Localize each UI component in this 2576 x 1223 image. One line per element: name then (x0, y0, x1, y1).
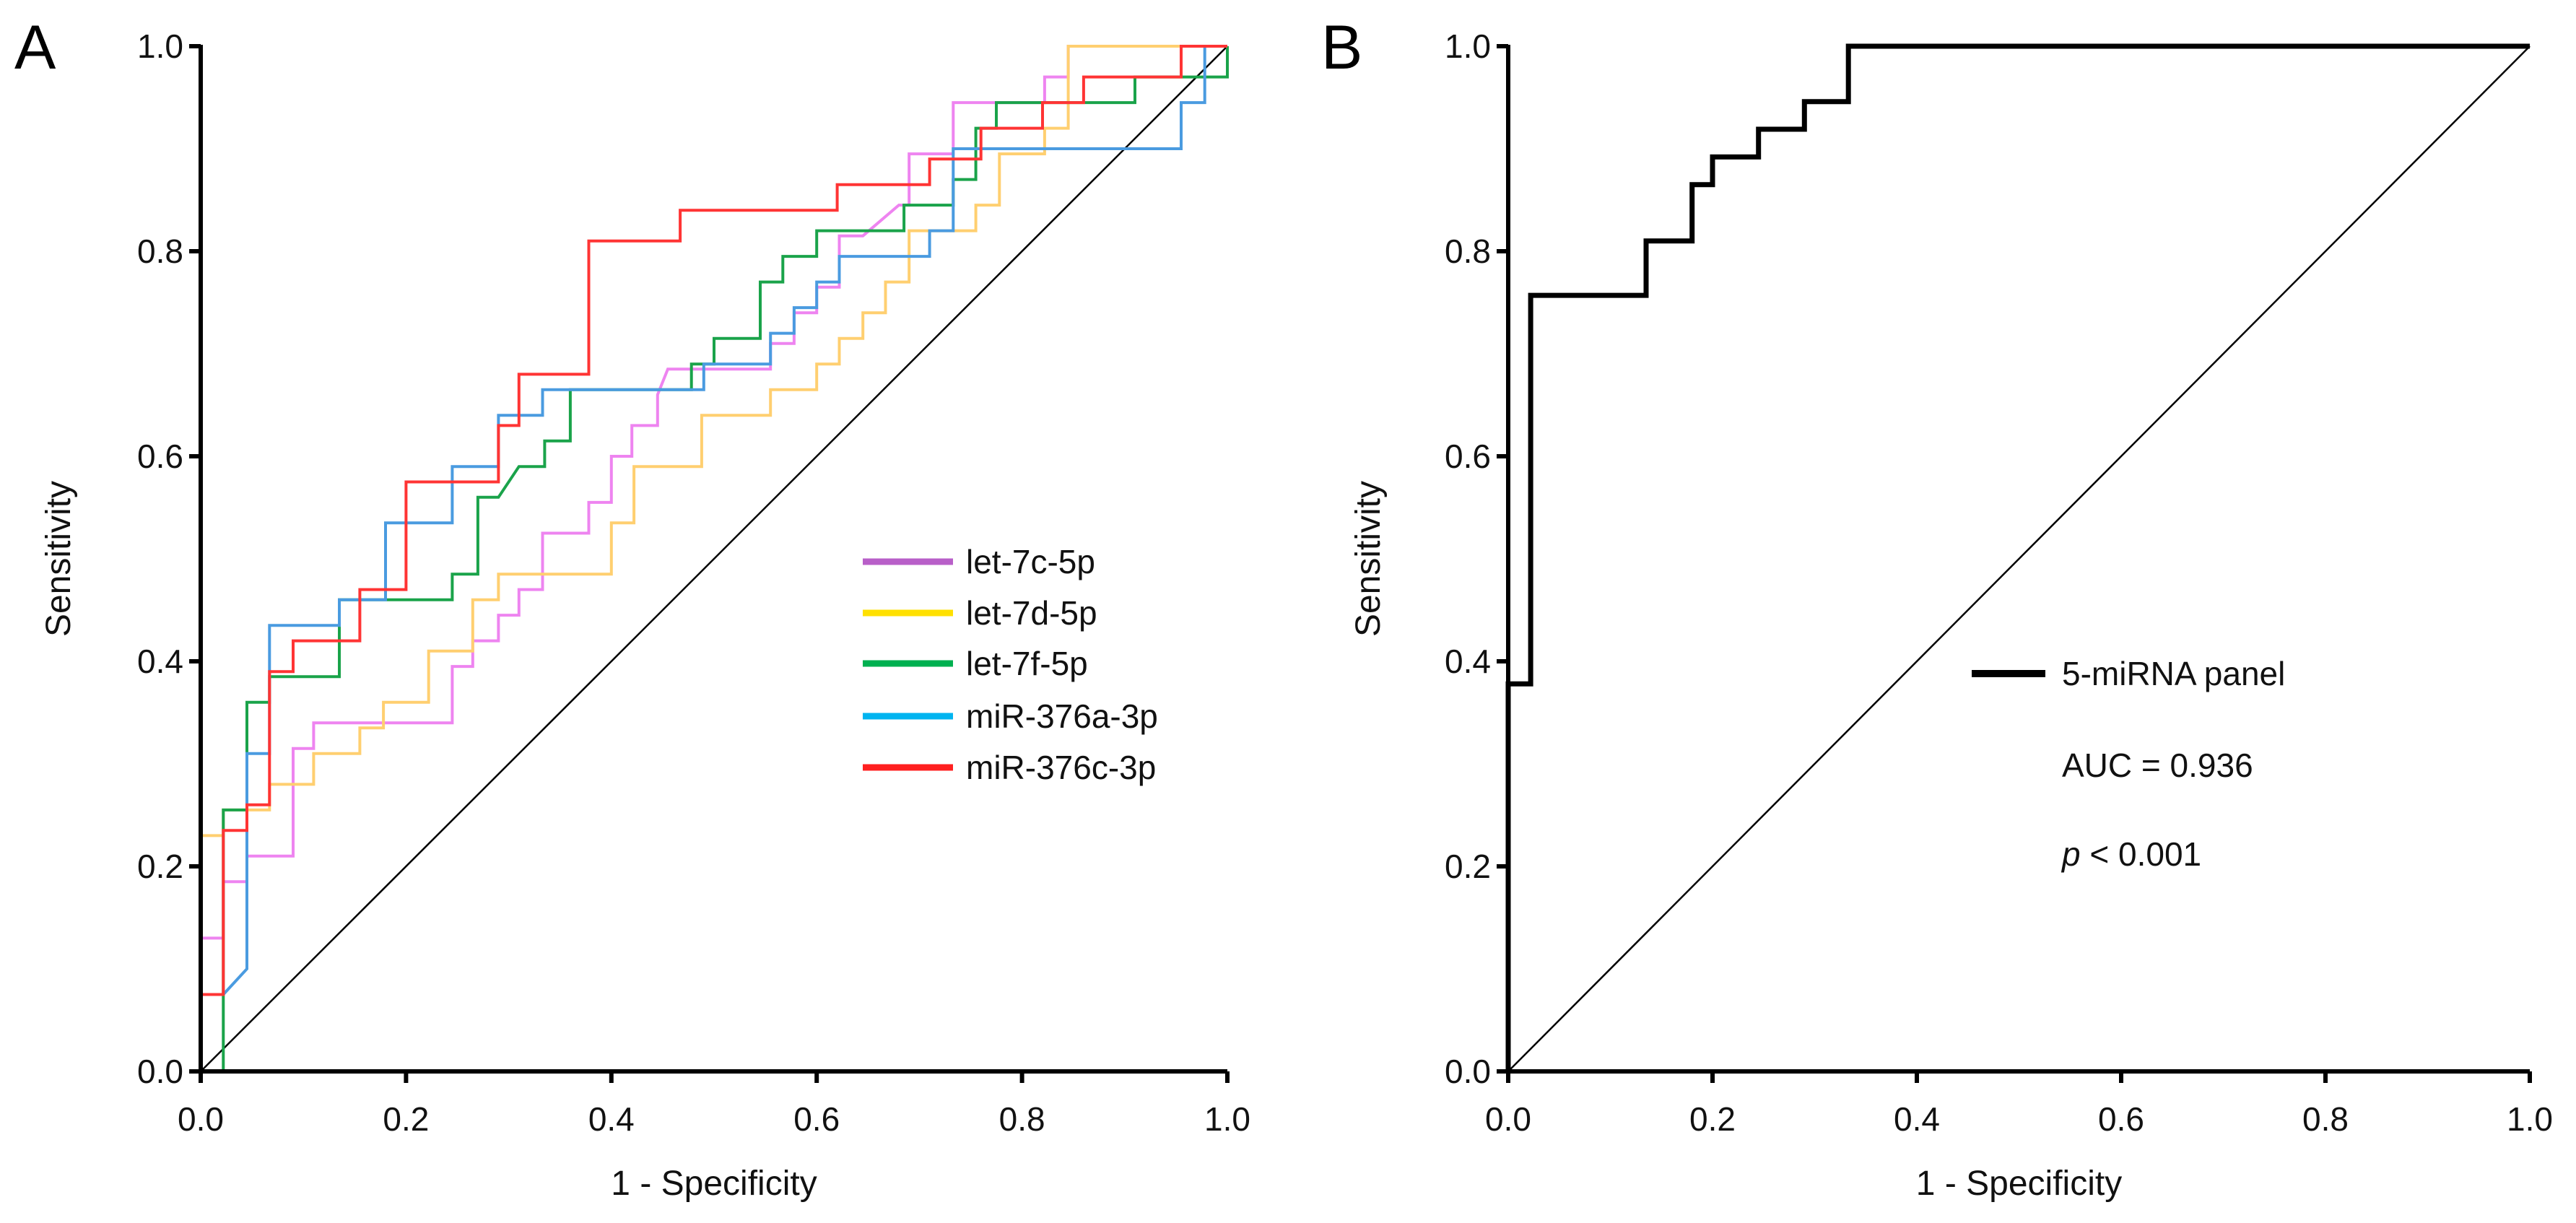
roc-curve-mir-376c-3p (199, 45, 1227, 1071)
y-tick-label: 0.8 (137, 232, 183, 270)
x-tick-label: 1.0 (2507, 1100, 2553, 1138)
y-tick-label: 0.6 (137, 438, 183, 475)
y-tick-label: 1.0 (137, 27, 183, 65)
y-axis-title: Sensitivity (1349, 481, 1388, 637)
panel-a: A 0.0 0.2 0.4 0.6 0.8 1.0 0.0 0.2 0.4 0.6 0.8 1.0 1 -… (14, 13, 1250, 1203)
panel-label: B (1321, 13, 1362, 82)
y-tick-label: 0.4 (137, 643, 183, 680)
roc-curve-let-7f-5p (201, 46, 1229, 1073)
x-tick-label: 0.2 (383, 1100, 429, 1138)
y-tick-label: 0.4 (1445, 643, 1491, 680)
x-tick-label: 1.0 (1204, 1100, 1250, 1138)
legend-label: let-7d-5p (966, 594, 1097, 632)
roc-curve-5-mirna panel (1505, 43, 2530, 1071)
roc-curve-let-7c-5p (199, 45, 1227, 1071)
y-tick-label: 1.0 (1445, 27, 1491, 65)
legend: 5-miRNA panel (1972, 655, 2285, 692)
legend-label: let-7f-5p (966, 645, 1088, 682)
roc-curve-mir-376a-3p (199, 45, 1227, 1071)
x-tick-label: 0.0 (1485, 1100, 1531, 1138)
legend-label: miR-376c-3p (966, 749, 1156, 786)
x-tick-label: 0.0 (178, 1100, 224, 1138)
reference-diagonal-line (1507, 45, 2531, 1072)
y-tick-label: 0.8 (1445, 232, 1491, 270)
panel-label: A (14, 13, 56, 82)
x-tick-label: 0.8 (999, 1100, 1045, 1138)
x-tick-label: 0.6 (793, 1100, 840, 1138)
x-tick-label: 0.6 (2098, 1100, 2144, 1138)
y-tick-label: 0.2 (1445, 848, 1491, 885)
y-tick-label: 0.0 (1445, 1053, 1491, 1090)
reference-diagonal-line (200, 45, 1228, 1072)
y-tick-label: 0.6 (1445, 438, 1491, 475)
legend-label: miR-376a-3p (966, 697, 1158, 735)
y-tick-label: 0.2 (137, 848, 183, 885)
legend-label: 5-miRNA panel (2062, 655, 2285, 692)
p-value-annotation: p < 0.001 (2061, 835, 2201, 873)
panel-b: B 0.0 0.2 0.4 0.6 0.8 1.0 0.0 0.2 0.4 0.6 0.8 1.0 1 -… (1321, 13, 2553, 1203)
auc-annotation: AUC = 0.936 (2062, 747, 2253, 784)
x-axis-title: 1 - Specificity (611, 1165, 817, 1203)
x-tick-label: 0.4 (1894, 1100, 1940, 1138)
roc-curve-let-7d-5p (199, 45, 1227, 1071)
legend: let-7c-5p let-7d-5p let-7f-5p miR-376a-3p mi… (863, 543, 1158, 786)
y-tick-label: 0.0 (137, 1053, 183, 1090)
p-value: < 0.001 (2081, 835, 2202, 873)
p-symbol: p (2061, 835, 2081, 873)
x-axis-title: 1 - Specificity (1916, 1165, 2122, 1203)
x-tick-label: 0.4 (588, 1100, 635, 1138)
legend-label: let-7c-5p (966, 543, 1095, 580)
x-tick-label: 0.2 (1689, 1100, 1736, 1138)
x-tick-label: 0.8 (2302, 1100, 2349, 1138)
y-axis-title: Sensitivity (40, 481, 78, 637)
